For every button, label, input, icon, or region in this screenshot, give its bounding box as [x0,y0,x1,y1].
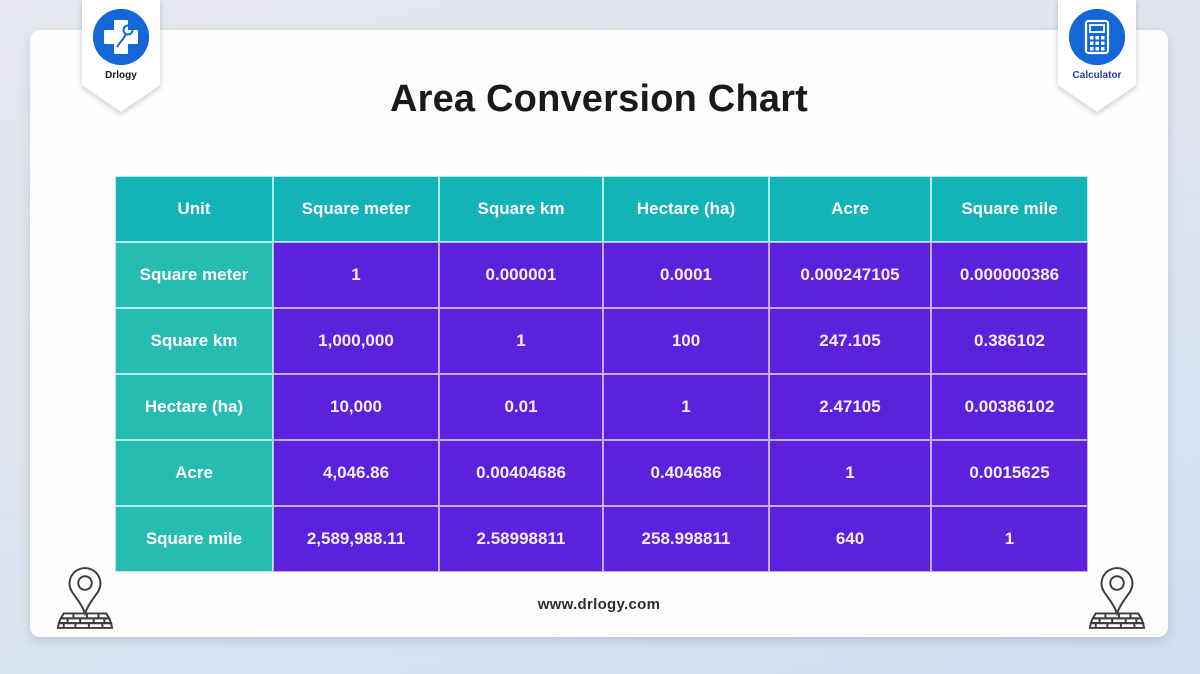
table-value-cell: 640 [769,506,931,572]
table-value-cell: 247.105 [769,308,931,374]
table-value-cell: 1 [603,374,769,440]
page-title: Area Conversion Chart [389,78,809,120]
table-value-cell: 1,000,000 [273,308,439,374]
map-pin-icon [1088,565,1146,631]
drlogy-badge-label: Drlogy [105,70,137,81]
table-value-cell: 10,000 [273,374,439,440]
table-value-cell: 0.000001 [439,242,603,308]
website-url: www.drlogy.com [537,596,661,613]
row-label-cell: Square mile [115,506,273,572]
table-value-cell: 1 [273,242,439,308]
table-value-cell: 1 [769,440,931,506]
conversion-table: Unit Square meter Square km Hectare (ha)… [115,176,1088,572]
calculator-icon [1069,9,1125,65]
table-value-cell: 2.47105 [769,374,931,440]
table-header-cell: Hectare (ha) [603,176,769,242]
table-value-cell: 0.386102 [931,308,1088,374]
row-label-cell: Acre [115,440,273,506]
table-value-cell: 0.0001 [603,242,769,308]
calculator-badge-label: Calculator [1072,70,1122,81]
table-value-cell: 0.00404686 [439,440,603,506]
table-value-cell: 0.000247105 [769,242,931,308]
table-value-cell: 100 [603,308,769,374]
row-label-cell: Square meter [115,242,273,308]
content-card: Area Conversion Chart Unit Square meter … [30,30,1168,637]
table-header-cell: Square mile [931,176,1088,242]
table-value-cell: 0.0015625 [931,440,1088,506]
table-value-cell: 0.01 [439,374,603,440]
table-value-cell: 2,589,988.11 [273,506,439,572]
table-header-cell: Unit [115,176,273,242]
table-value-cell: 0.404686 [603,440,769,506]
medical-cross-icon [93,9,149,65]
table-header-cell: Acre [769,176,931,242]
table-header-cell: Square km [439,176,603,242]
table-value-cell: 2.58998811 [439,506,603,572]
table-value-cell: 1 [439,308,603,374]
table-header-cell: Square meter [273,176,439,242]
table-value-cell: 0.000000386 [931,242,1088,308]
row-label-cell: Square km [115,308,273,374]
drlogy-badge: Drlogy [82,0,160,112]
map-pin-icon [56,565,114,631]
table-value-cell: 1 [931,506,1088,572]
calculator-badge: Calculator [1058,0,1136,112]
table-value-cell: 0.00386102 [931,374,1088,440]
table-value-cell: 258.998811 [603,506,769,572]
table-value-cell: 4,046.86 [273,440,439,506]
row-label-cell: Hectare (ha) [115,374,273,440]
